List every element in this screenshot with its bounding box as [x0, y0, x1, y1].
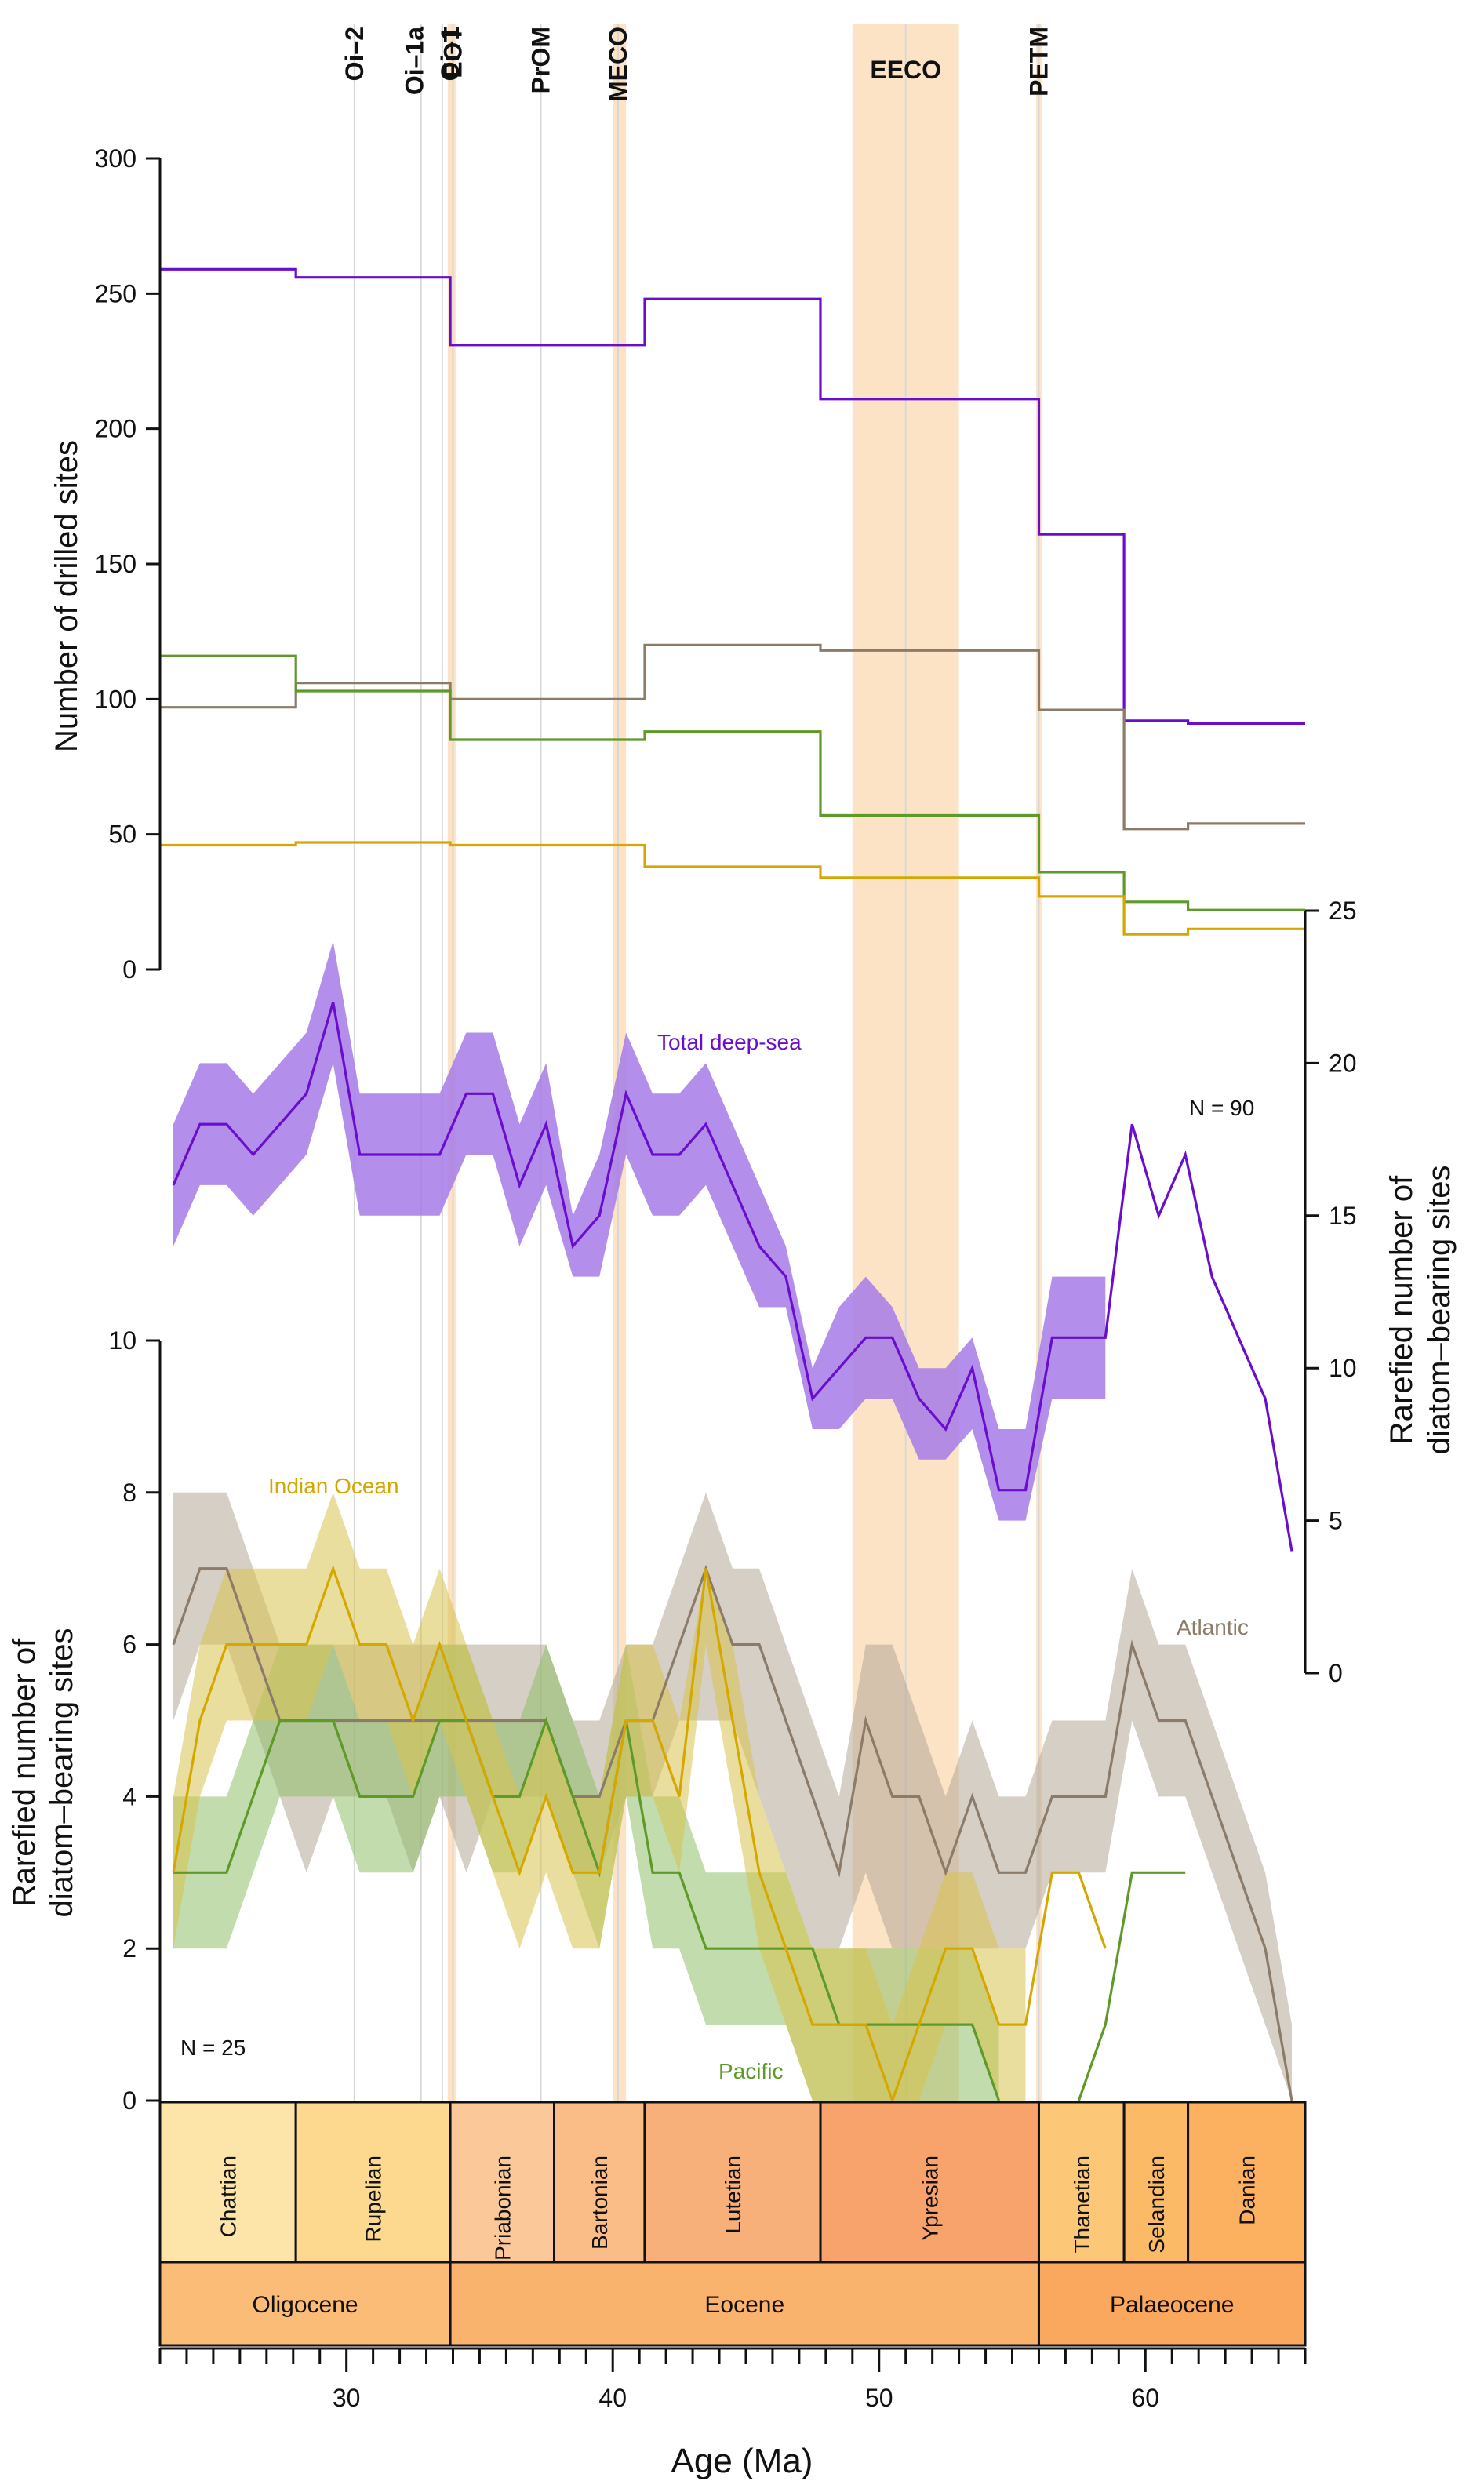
event-label-1: Oi–1a	[401, 27, 429, 95]
epoch-label-palaeocene: Palaeocene	[1110, 2292, 1234, 2318]
event-label-0: Oi–2	[340, 27, 369, 81]
top-step-line-pacific	[160, 654, 1305, 911]
event-label-2: Oi–1	[436, 27, 464, 81]
event-label-6: EECO	[870, 56, 941, 84]
top-y-tick-label-100: 100	[95, 685, 136, 713]
top-y-axis-title: Number of drilled sites	[49, 440, 84, 752]
middle-y-axis-title-line2: diatom–bearing sites	[1422, 1165, 1457, 1454]
stage-label-lutetian: Lutetian	[721, 2155, 745, 2234]
stage-label-bartonian: Bartonian	[587, 2155, 612, 2250]
geologic-time-scale: Chattian Rupelian Priabonian Bartonian Lutet…	[158, 2101, 1307, 2347]
stage-label-thanetian: Thanetian	[1070, 2155, 1094, 2254]
epoch-palaeocene	[1037, 2261, 1307, 2347]
top-step-line-atlantic	[160, 643, 1305, 831]
middle-line-total	[172, 1002, 1293, 1552]
bottom-y-tick-label-8: 8	[122, 1479, 136, 1507]
stage-label-danian: Danian	[1235, 2155, 1259, 2225]
bottom-y-tick-label-0: 0	[122, 2086, 136, 2115]
middle-y-tick-label-0: 0	[1329, 1659, 1343, 1687]
top-step-line-indian	[160, 841, 1305, 936]
epoch-oligocene	[158, 2261, 452, 2347]
shade-eot	[447, 24, 456, 2102]
middle-band-total	[173, 940, 1159, 1521]
pacific-label: Pacific	[718, 2059, 783, 2083]
top-y-tick-label-0: 0	[122, 955, 136, 984]
middle-y-tick-label-15: 15	[1329, 1202, 1357, 1230]
top-y-tick-label-50: 50	[108, 820, 136, 849]
bottom-n-label: N = 25	[180, 2035, 246, 2060]
epoch-label-eocene: Eocene	[704, 2292, 784, 2318]
indian-ocean-label: Indian Ocean	[268, 1474, 399, 1498]
bottom-y-axis-title-line1: Rarefied number of	[7, 1638, 42, 1907]
x-tick-label-40: 40	[598, 2384, 627, 2412]
x-tick-label-60: 60	[1131, 2384, 1159, 2412]
stage-label-rupelian: Rupelian	[362, 2155, 386, 2243]
bottom-y-tick-label-2: 2	[122, 1934, 136, 1963]
top-y-tick-label-150: 150	[95, 550, 136, 578]
middle-y-axis-title-line1: Rarefied number of	[1384, 1175, 1419, 1444]
stage-label-chattian: Chattian	[216, 2155, 241, 2237]
epoch-label-oligocene: Oligocene	[252, 2292, 358, 2318]
middle-y-tick-label-20: 20	[1329, 1049, 1357, 1077]
bottom-y-axis-title-line2: diatom–bearing sites	[45, 1628, 79, 1917]
event-label-3: EOT	[438, 27, 467, 78]
stage-label-selandian: Selandian	[1144, 2155, 1169, 2254]
stage-danian	[1187, 2101, 1307, 2264]
top-y-tick-label-250: 250	[95, 279, 136, 307]
labels: Age (Ma) Number of drilled sites Rarefie…	[7, 440, 1457, 2480]
bottom-y-tick-label-6: 6	[122, 1631, 136, 1659]
event-label-7: PETM	[1024, 27, 1053, 96]
bottom-line-indian	[172, 1564, 1107, 2105]
shade-meco	[613, 24, 627, 2102]
bottom-y-tick-label-4: 4	[122, 1782, 136, 1810]
data-lines	[160, 267, 1305, 2105]
confidence-bands	[173, 940, 1292, 2101]
x-tick-label-50: 50	[865, 2384, 893, 2412]
x-axis-title: Age (Ma)	[671, 2442, 813, 2480]
middle-y-tick-label-25: 25	[1329, 897, 1357, 925]
event-label-5: MECO	[604, 27, 632, 102]
top-y-tick-label-300: 300	[95, 144, 136, 173]
middle-n-label: N = 90	[1189, 1096, 1254, 1120]
total-deep-sea-label: Total deep-sea	[657, 1030, 802, 1054]
bottom-line-atlantic	[172, 1564, 1293, 2101]
atlantic-label: Atlantic	[1177, 1615, 1249, 1639]
stage-label-priabonian: Priabonian	[490, 2155, 515, 2261]
top-step-line-total	[160, 267, 1305, 725]
middle-y-tick-label-10: 10	[1329, 1354, 1357, 1382]
event-label-4: PrOM	[527, 27, 555, 93]
bottom-y-tick-label-10: 10	[108, 1326, 136, 1355]
middle-y-tick-label-5: 5	[1329, 1507, 1343, 1535]
x-tick-label-30: 30	[333, 2384, 361, 2412]
stage-label-ypresian: Ypresian	[918, 2155, 942, 2240]
top-y-tick-label-200: 200	[95, 415, 136, 443]
